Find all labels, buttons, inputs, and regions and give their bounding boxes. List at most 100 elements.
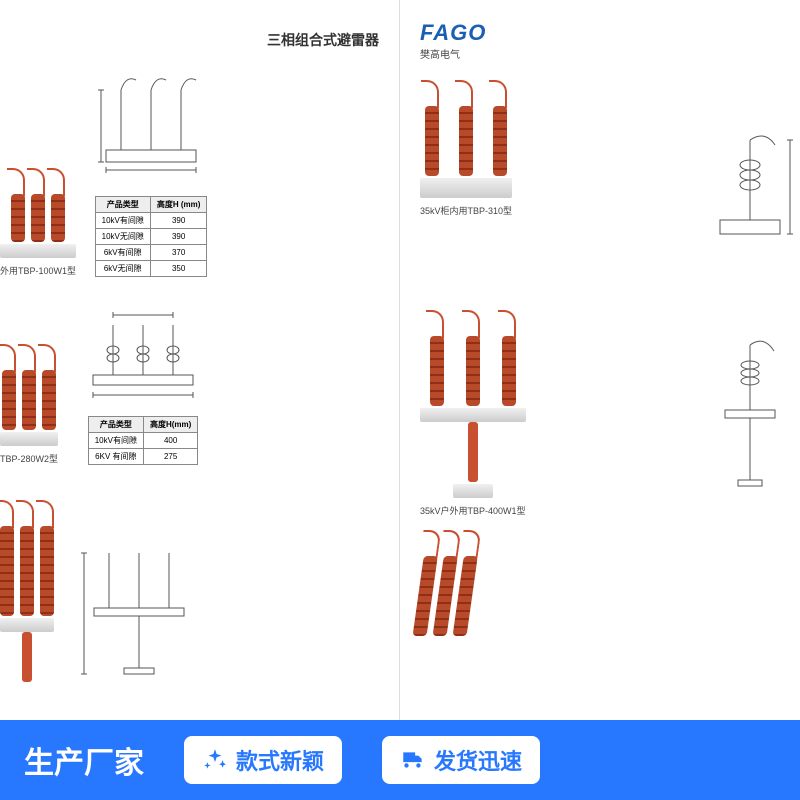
base-plate <box>0 244 76 258</box>
cable-icon <box>47 168 65 196</box>
table-row: 6kV有间隙370 <box>95 245 207 261</box>
arrester-body <box>459 106 473 176</box>
table-cell: 390 <box>150 213 207 229</box>
product-photo: 外用TBP-100W1型 <box>0 168 76 277</box>
arrester-unit <box>31 168 45 242</box>
cable-icon <box>462 310 480 338</box>
product-caption: 35kV户外用TBP-400W1型 <box>420 504 526 517</box>
arrester-unit <box>42 344 56 430</box>
brand-logo: FAGO <box>420 20 486 46</box>
arrester-unit <box>22 344 36 430</box>
diagram-svg <box>710 120 800 260</box>
base-plate <box>420 408 526 422</box>
arrester-unit <box>51 168 65 242</box>
spec-table: 产品类型高度H (mm)10kV有间隙39010kV无间隙3906kV有间隙37… <box>95 196 208 277</box>
base-plate <box>0 432 58 446</box>
product-block <box>420 530 474 636</box>
product-photo: TBP-280W2型 <box>0 344 58 465</box>
arrester-unit <box>502 310 516 406</box>
cable-icon <box>0 500 14 528</box>
product-photo: 35kV户外用TBP-400W1型 <box>420 310 526 517</box>
arrester-body <box>51 194 65 242</box>
table-cell: 10kV无间隙 <box>95 229 150 245</box>
cable-icon <box>38 344 56 372</box>
cable-icon <box>440 530 462 558</box>
table-row: 10kV有间隙390 <box>95 213 207 229</box>
product-caption: TBP-280W2型 <box>0 452 58 465</box>
table-row: 10kV无间隙390 <box>95 229 207 245</box>
arrester-unit <box>0 500 14 616</box>
dimension-diagram <box>710 330 800 500</box>
arrester-set <box>425 80 507 176</box>
stand-post <box>22 632 32 682</box>
banner-tag: 发货迅速 <box>382 736 540 784</box>
arrester-unit <box>11 168 25 242</box>
product-caption: 35kV柜内用TBP-310型 <box>420 204 512 217</box>
table-cell: 10kV有间隙 <box>88 433 143 449</box>
arrester-body <box>2 370 16 430</box>
arrester-unit <box>425 80 439 176</box>
cable-icon <box>420 530 442 558</box>
product-photo <box>420 530 474 636</box>
cable-icon <box>498 310 516 338</box>
product-block: 外用TBP-100W1型 产品类型高度H (mm)10kV有间隙39010kV无… <box>0 70 216 277</box>
catalog-spread: 三相组合式避雷器 外用TBP-100W1型 产品类型高度H <box>0 0 800 720</box>
cable-icon <box>426 310 444 338</box>
arrester-unit <box>459 80 473 176</box>
spec-table: 产品类型高度H(mm)10kV有间隙4006KV 有间隙275 <box>88 416 199 465</box>
arrester-body <box>453 556 478 636</box>
table-row: 6kV无间隙350 <box>95 261 207 277</box>
arrester-body <box>22 370 36 430</box>
cable-icon <box>489 80 507 108</box>
arrester-unit <box>493 80 507 176</box>
table-cell: 275 <box>143 449 197 465</box>
product-caption: 外用TBP-100W1型 <box>0 264 76 277</box>
product-block: TBP-280W2型 产品类型高度H(mm)10kV有间隙4006KV 有间隙2… <box>0 300 218 465</box>
table-cell: 350 <box>150 261 207 277</box>
right-page: FAGO 樊高电气 35kV柜内用TBP-310型 <box>400 0 800 720</box>
arrester-set <box>2 344 56 430</box>
arrester-body <box>466 336 480 406</box>
stand-post <box>468 422 478 482</box>
promo-banner: 生产厂家 款式新颖 发货迅速 <box>0 720 800 800</box>
table-header: 产品类型 <box>88 417 143 433</box>
arrester-set <box>413 530 482 636</box>
diagram-svg <box>710 330 800 500</box>
cable-icon <box>27 168 45 196</box>
product-block <box>0 500 214 688</box>
base-plate <box>420 178 512 198</box>
arrester-body <box>20 526 34 616</box>
arrester-set <box>430 310 516 406</box>
diagram-svg <box>86 70 216 190</box>
arrester-body <box>11 194 25 242</box>
table-cell: 370 <box>150 245 207 261</box>
table-cell: 400 <box>143 433 197 449</box>
table-cell: 10kV有间隙 <box>95 213 150 229</box>
table-cell: 6KV 有间隙 <box>88 449 143 465</box>
base-flange <box>453 484 493 498</box>
brand-subtitle: 樊高电气 <box>420 46 486 61</box>
table-header: 产品类型 <box>95 197 150 213</box>
arrester-body <box>40 526 54 616</box>
arrester-set <box>11 168 65 242</box>
arrester-body <box>430 336 444 406</box>
arrester-body <box>425 106 439 176</box>
arrester-unit <box>430 310 444 406</box>
table-cell: 6kV有间隙 <box>95 245 150 261</box>
table-row: 10kV有间隙400 <box>88 433 198 449</box>
cable-icon <box>421 80 439 108</box>
arrester-unit <box>466 310 480 406</box>
dimension-diagram: 产品类型高度H(mm)10kV有间隙4006KV 有间隙275 <box>68 300 218 465</box>
diagram-svg <box>64 538 214 688</box>
product-photo: 35kV柜内用TBP-310型 <box>420 80 512 217</box>
table-cell: 6kV无间隙 <box>95 261 150 277</box>
base-plate <box>0 618 54 632</box>
product-block: 35kV柜内用TBP-310型 <box>420 80 512 217</box>
brand-block: FAGO 樊高电气 <box>420 20 486 61</box>
dimension-diagram <box>64 538 214 688</box>
cable-icon <box>7 168 25 196</box>
table-header: 高度H (mm) <box>150 197 207 213</box>
arrester-unit <box>2 344 16 430</box>
product-block: 35kV户外用TBP-400W1型 <box>420 310 526 517</box>
diagram-svg <box>68 300 218 410</box>
